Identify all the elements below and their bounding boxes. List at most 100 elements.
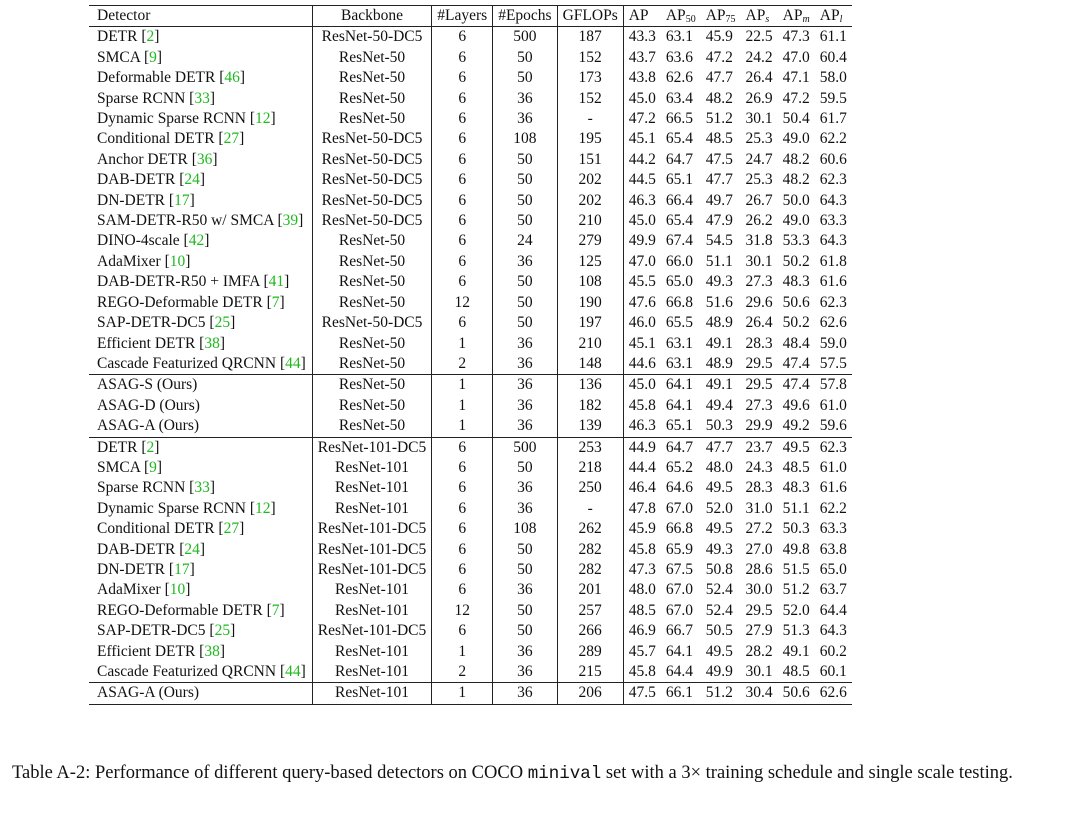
cell-aps: 27.9 [745,622,773,640]
detector-name: DN-DETR [97,191,166,209]
cell-ap50: 66.8 [665,520,693,538]
cell-detector: Conditional DETR [27] [89,129,313,150]
cell-ap: 45.0 [628,89,656,107]
cell-ap: 46.4 [628,479,656,497]
cell-detector: ASAG-S (Ours) [89,374,313,396]
cell-apm: 48.3 [782,479,810,497]
cell-backbone: ResNet-101-DC5 [312,621,433,642]
cell-ap75: 50.8 [705,560,733,578]
citation-link[interactable]: 27 [223,130,240,148]
citation-link[interactable]: 27 [223,520,240,538]
cell-apm: 51.5 [782,560,810,578]
cell-detector: Sparse RCNN [33] [89,478,313,499]
cell-detector: SAP-DETR-DC5 [25] [89,621,313,642]
citation-link[interactable]: 41 [268,273,285,291]
cell-epochs: 36 [492,641,558,662]
citation-link[interactable]: 17 [174,191,190,209]
citation-link[interactable]: 24 [184,171,200,189]
citation-link[interactable]: 10 [169,581,186,599]
citation-link[interactable]: 46 [224,69,240,87]
cell-ap50: 67.0 [665,601,693,619]
cell-gflops: - [557,109,624,130]
cell-detector: Anchor DETR [36] [89,149,313,171]
citation-link[interactable]: 12 [255,110,271,128]
cell-backbone: ResNet-101-DC5 [312,436,433,458]
citation-link[interactable]: 24 [184,540,200,558]
citation-link[interactable]: 9 [149,458,157,476]
citation-link[interactable]: 25 [214,314,231,332]
cell-epochs: 36 [492,353,558,376]
citation-link[interactable]: 7 [271,293,280,311]
citation-link[interactable]: 38 [204,642,220,660]
cell-layers: 6 [431,68,494,89]
cell-apl: 63.3 [819,520,847,538]
citation-link[interactable]: 12 [255,499,271,517]
table-row: Sparse RCNN [33] ResNet-50 6 36 152 45.0 63.4 4… [89,88,852,110]
cell-ap50: 64.1 [665,396,693,414]
cell-ap75: 54.5 [705,232,733,250]
citation-link[interactable]: 2 [146,28,155,46]
cell-ap75: 49.1 [700,374,741,396]
cell-epochs: 36 [492,662,558,684]
cell-aps: 25.3 [745,171,773,189]
citation-link[interactable]: 9 [149,48,157,66]
cell-backbone: ResNet-50-DC5 [312,190,433,212]
cell-ap50: 65.2 [665,458,693,476]
citation-link[interactable]: 38 [204,334,220,352]
citation-link[interactable]: 33 [194,89,210,107]
cell-backbone: ResNet-50 [312,88,433,110]
citation-link[interactable]: 17 [174,560,190,578]
cell-epochs: 36 [492,395,558,417]
cell-apl: 62.6 [814,682,852,705]
detector-name: DETR [97,438,138,456]
detector-name: AdaMixer [97,252,161,270]
citation-link[interactable]: 44 [285,663,301,680]
cell-ap50: 63.1 [665,28,693,46]
table-row: AdaMixer [10] ResNet-50 6 36 125 47.0 66.0 51.1… [89,251,852,273]
cell-layers: 6 [431,519,494,540]
citation-link[interactable]: 42 [188,232,205,250]
cell-aps: 24.2 [745,48,773,66]
cell-aps: 28.3 [745,479,773,497]
citation-link[interactable]: 7 [271,601,280,619]
cell-gflops: 218 [557,457,624,479]
detector-name: ASAG-A (Ours) [97,417,200,435]
cell-aps: 30.1 [745,110,773,128]
cell-ap50: 65.4 [665,130,693,148]
cell-gflops: 190 [557,292,624,314]
cell-epochs: 36 [492,416,558,438]
cell-apl: 65.0 [819,560,847,578]
citation-link[interactable]: 36 [196,150,213,168]
citation-link[interactable]: 33 [194,479,210,497]
cell-ap75: 49.3 [705,540,733,558]
citation-link[interactable]: 2 [146,438,155,456]
cell-backbone: ResNet-50-DC5 [312,313,433,334]
citation-link[interactable]: 44 [285,354,301,372]
table-row: SMCA [9] ResNet-101 6 50 218 44.4 65.2 48.0 24.3… [89,457,852,479]
cell-detector: SAM-DETR-R50 w/ SMCA [39] [89,211,313,232]
cell-apl: 59.6 [814,416,852,438]
cell-aps: 29.9 [740,416,778,438]
cell-aps: 27.0 [745,540,773,558]
cell-gflops: 282 [557,539,624,560]
cell-gflops: 148 [557,353,624,376]
cell-apm: 48.2 [782,171,810,189]
cell-detector: DAB-DETR [24] [89,539,313,560]
header-apl: APl [814,4,852,28]
cell-aps: 24.7 [745,150,773,168]
cell-epochs: 50 [492,621,558,642]
citation-link[interactable]: 39 [282,212,299,230]
cell-detector: SMCA [9] [89,457,313,479]
cell-aps: 26.2 [745,212,773,230]
citation-link[interactable]: 25 [214,622,231,640]
cell-apm: 50.3 [782,520,810,538]
cell-apm: 51.2 [782,581,810,599]
detector-name: Sparse RCNN [97,89,186,107]
cell-ap75: 49.5 [705,479,733,497]
cell-ap75: 51.1 [705,252,733,270]
cell-aps: 26.7 [745,191,773,209]
citation-link[interactable]: 10 [169,252,186,270]
cell-aps: 28.3 [745,334,773,352]
cell-aps: 26.4 [745,314,773,332]
cell-gflops: - [557,498,624,520]
